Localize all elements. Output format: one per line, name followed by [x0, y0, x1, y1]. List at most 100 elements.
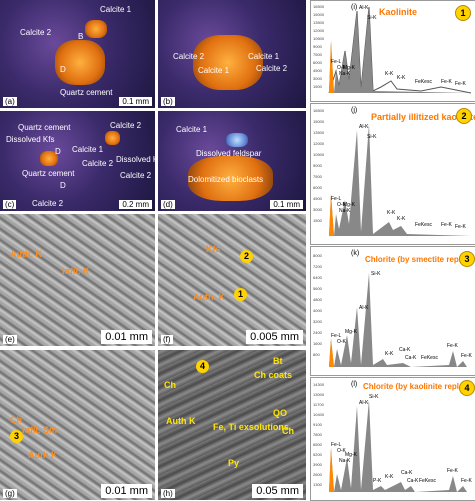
annotation-bt: Bt: [273, 356, 283, 366]
panel-label: (b): [161, 97, 175, 106]
spectrum-fill: [329, 400, 471, 492]
ytick: 2600: [313, 472, 322, 477]
peak-label: K-K: [387, 210, 396, 216]
spectrum-marker: 1: [455, 5, 471, 21]
eds-spectrum-l: (l) Chlorite (by kaolinite replacement) …: [310, 377, 475, 501]
calcite-grain: [105, 131, 120, 145]
annotation-calcite-1: Calcite 1: [248, 52, 280, 61]
ytick: 1600: [313, 341, 322, 346]
calcite-grain: [55, 40, 105, 85]
scale-bar: 0.05 mm: [252, 484, 303, 498]
panel-label: (f): [161, 335, 173, 344]
spectrum-plot: [329, 273, 471, 367]
spectrum-marker: 3: [459, 251, 475, 267]
spectrum-plot: [329, 400, 471, 492]
peak-label: Si-K: [369, 394, 379, 400]
ytick: 7500: [313, 174, 322, 179]
peak-label: O-K: [337, 202, 346, 208]
panel-label: (h): [161, 489, 175, 498]
calcite-grain: [193, 35, 263, 90]
ytick: 14300: [313, 382, 325, 387]
peak-label: K-K: [385, 351, 394, 357]
annotation-fe-ti-exsolutions: Fe, Ti exsolutions: [213, 422, 289, 432]
ytick: 6500: [313, 442, 322, 447]
peak-label: Ca-K: [401, 470, 413, 476]
panel-label: (g): [3, 489, 17, 498]
annotation-calcite-2: Calcite 2: [256, 64, 288, 73]
spectrum-fill: [329, 124, 471, 236]
spectrum-fill: [329, 273, 471, 367]
annotation-quartz-cement: Quartz cement: [22, 169, 75, 178]
eds-spectrum-i: (i) Kaolinite 1 Al-K Si-K Fe-L O-K Mg-K …: [310, 0, 475, 102]
panel-g-bse-image: Ch Infil. Sm Auth K 3 (g) 0.01 mm: [0, 350, 155, 500]
annotation-calcite-1: Calcite 1: [100, 5, 132, 14]
panel-label: (c): [3, 200, 17, 209]
ytick: 16500: [313, 108, 325, 113]
annotation-kfs: Kfs: [206, 244, 221, 254]
annotation-calcite-1: Calcite 1: [176, 125, 208, 134]
annotation-quartz-cement: Quartz cement: [18, 123, 71, 132]
peak-label: Si-K: [367, 15, 377, 21]
eds-spectrum-j: (j) Partially illitized kaolinite 2 Al-K…: [310, 103, 475, 245]
peak-label: FeKesc: [415, 222, 432, 228]
annotation-calcite-1: Calcite 1: [72, 145, 104, 154]
peak-label: FeKesc: [419, 478, 436, 484]
peak-label: P-K: [373, 478, 382, 484]
ytick: 15000: [313, 12, 325, 17]
ytick: 15000: [313, 119, 325, 124]
spectrum-fill-orange: [329, 194, 334, 236]
ytick: 3000: [313, 76, 322, 81]
peak-label: Fe-K: [455, 81, 466, 87]
ytick: 13500: [313, 130, 325, 135]
peak-label: Na-K: [339, 71, 351, 77]
peak-label: Fe-K: [447, 468, 458, 474]
annotation-ch: Ch: [10, 415, 22, 425]
annotation-dissolved-kfs: Dissolved Kfs: [116, 155, 155, 164]
ytick: 4500: [313, 196, 322, 201]
ytick: 1500: [313, 84, 322, 89]
ytick: 8000: [313, 253, 322, 258]
spectrum-title: Kaolinite: [379, 7, 418, 17]
peak-label: Mg-K: [345, 329, 357, 335]
peak-label: Al-K: [359, 400, 369, 406]
ytick: 800: [313, 352, 320, 357]
ytick: 1500: [313, 218, 322, 223]
ytick: 4500: [313, 68, 322, 73]
annotation-dolomitized-bioclasts: Dolomitized bioclasts: [188, 175, 264, 184]
spectrum-fill-orange: [329, 339, 334, 367]
annotation-py: Py: [228, 458, 240, 468]
peak-label: K-K: [385, 474, 394, 480]
panel-c-cl-image: Quartz cement Calcite 2 Dissolved Kfs D …: [0, 111, 155, 211]
ytick: 4800: [313, 297, 322, 302]
annotation-b: B: [78, 32, 84, 41]
peak-label: O-K: [337, 448, 346, 454]
ytick: 6000: [313, 60, 322, 65]
spectrum-marker: 4: [459, 380, 475, 396]
peak-label: Fe-L: [331, 333, 342, 339]
ytick: 9000: [313, 44, 322, 49]
ytick: 16500: [313, 4, 325, 9]
panel-b-cl-image: Calcite 2 Calcite 1 Calcite 1 Calcite 2 …: [158, 0, 306, 108]
ytick: 6400: [313, 275, 322, 280]
scale-bar: 0.005 mm: [246, 330, 303, 344]
ytick: 7500: [313, 52, 322, 57]
marker-4: 4: [196, 360, 209, 373]
spectrum-title: Chlorite (by kaolinite replacement): [363, 382, 475, 391]
peak-label: FeKesc: [421, 355, 438, 361]
scale-bar: 0.1 mm: [270, 200, 303, 209]
ytick: 10500: [313, 36, 325, 41]
peak-label: K-K: [397, 216, 406, 222]
ytick: 13000: [313, 392, 325, 397]
peak-label: Fe-K: [461, 478, 472, 484]
annotation-d: D: [60, 181, 66, 190]
ytick: 6000: [313, 185, 322, 190]
spectrum-fill-orange: [329, 448, 334, 492]
annotation-d: D: [60, 65, 66, 74]
panel-h-bse-image: Ch Bt Ch coats QO Auth K Fe, Ti exsoluti…: [158, 350, 306, 500]
ytick: 11700: [313, 402, 324, 407]
annotation-auth-k: Auth. K: [10, 249, 42, 259]
panel-d-cl-image: Calcite 1 Dissolved feldspar Dolomitized…: [158, 111, 306, 211]
scale-bar: 0.2 mm: [119, 200, 152, 209]
peak-label: Al-K: [359, 305, 369, 311]
calcite-grain: [85, 20, 107, 38]
